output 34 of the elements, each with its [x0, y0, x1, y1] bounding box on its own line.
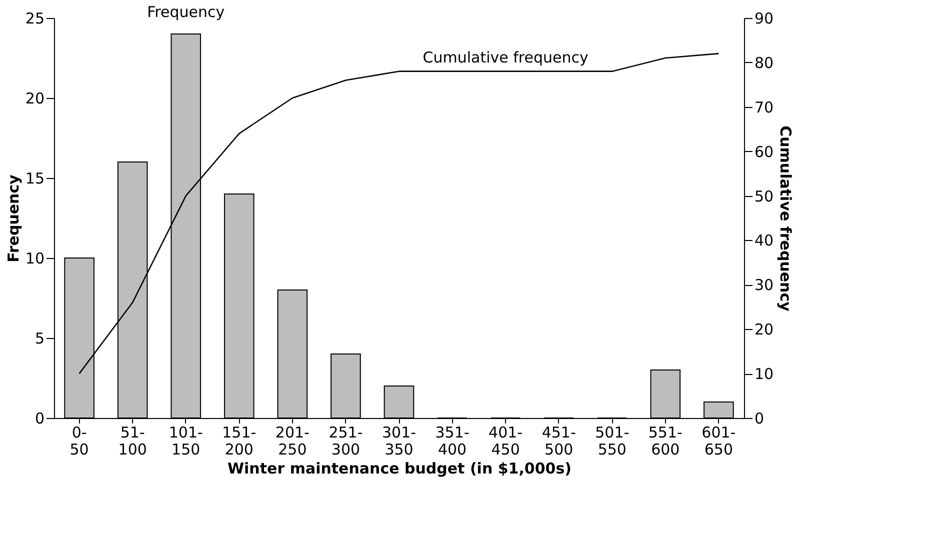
x-tick-label: 0-50 [70, 424, 89, 458]
x-tick-label: 51-100 [118, 424, 147, 458]
y2-tick-label: 10 [754, 365, 774, 384]
y2-tick-label: 80 [754, 54, 774, 72]
x-tick-label: 201-250 [275, 424, 310, 458]
y-tick-label: 15 [25, 170, 44, 188]
x-tick-label: 151-200 [222, 424, 256, 458]
y-tick-label: 25 [25, 10, 44, 28]
series-label: Cumulative frequency [422, 48, 588, 66]
x-axis-title: Winter maintenance budget (in $1,000s) [227, 460, 572, 478]
y-tick-label: 0 [34, 410, 44, 428]
y2-tick-label: 30 [754, 276, 774, 294]
y-axis-title: Frequency [4, 174, 22, 262]
y2-tick-label: 20 [754, 320, 774, 339]
x-tick-label: 601-650 [702, 424, 736, 458]
y2-tick-label: 0 [754, 410, 764, 428]
x-tick-label: 251-300 [328, 424, 363, 458]
x-tick-label: 301-350 [382, 424, 416, 458]
y2-tick-label: 60 [754, 142, 774, 161]
x-tick-label: 101-150 [168, 424, 203, 458]
y-tick-label: 20 [25, 90, 44, 108]
y2-tick-label: 70 [754, 98, 774, 116]
x-tick-label: 501-550 [595, 424, 630, 458]
series-label: Frequency [147, 3, 225, 21]
x-tick-label: 551-600 [648, 424, 682, 458]
y-tick-label: 5 [34, 330, 44, 348]
y-tick-label: 10 [25, 250, 44, 268]
y2-tick-label: 90 [754, 10, 774, 28]
x-tick-label: 351-400 [435, 424, 470, 458]
x-tick-label: 401-450 [488, 424, 523, 458]
x-tick-label: 451-500 [542, 424, 576, 458]
y2-axis-title: Cumulative frequency [776, 126, 795, 312]
y2-tick-label: 50 [754, 187, 774, 206]
y2-tick-label: 40 [754, 232, 774, 250]
